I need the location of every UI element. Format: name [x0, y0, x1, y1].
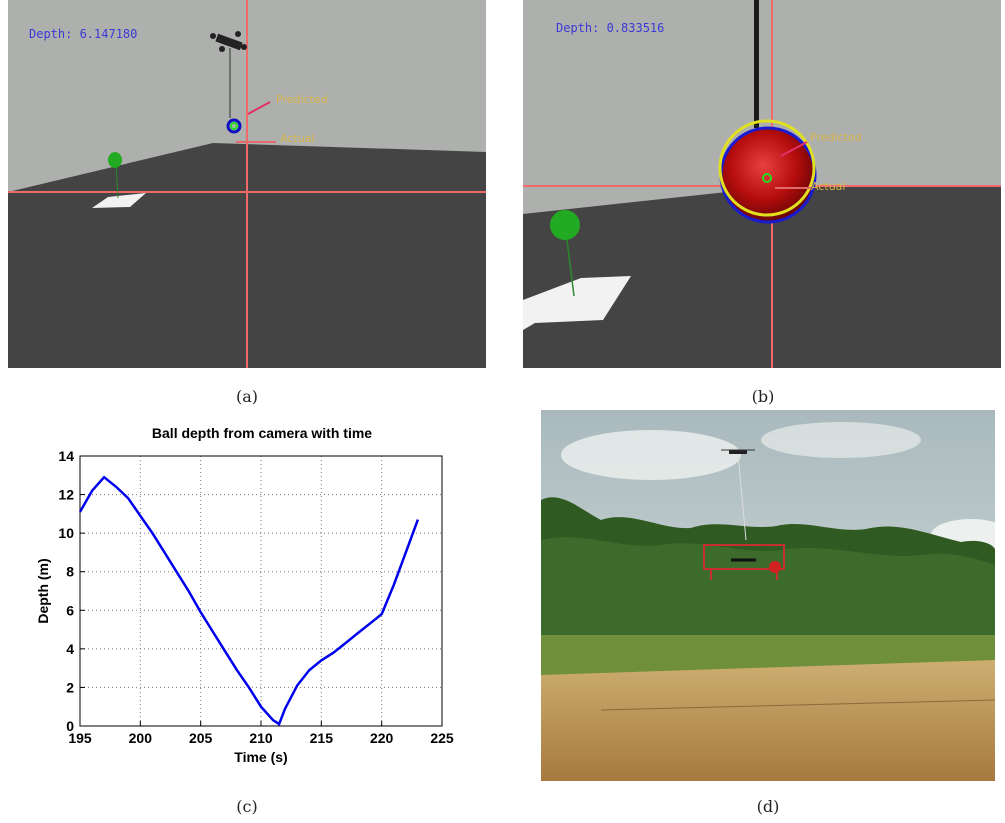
balloon-string	[115, 164, 119, 199]
sim-view-b	[523, 0, 1001, 368]
x-tick-label: 195	[68, 730, 92, 746]
prediction-circle-yellow	[718, 119, 816, 217]
ball-center-marker	[762, 173, 772, 183]
y-tick-label: 8	[66, 564, 74, 580]
depth-series-line	[78, 475, 420, 726]
actual-label: Actual	[280, 132, 315, 145]
field-photo	[541, 410, 995, 781]
predicted-label: Predicted	[276, 93, 328, 106]
x-tick-label: 200	[129, 730, 153, 746]
sim-view-a	[8, 0, 486, 368]
depth-readout: Depth: 6.147180	[29, 27, 138, 41]
x-axis-label: Time (s)	[234, 749, 287, 765]
predicted-label: Predicted	[810, 131, 862, 144]
x-tick-label: 205	[189, 730, 213, 746]
depth-line-chart: Ball depth from camera with time 195 200 2…	[35, 425, 454, 765]
cloud	[561, 430, 741, 480]
red-ball	[769, 561, 781, 573]
x-tick-label: 220	[370, 730, 394, 746]
panel-d	[541, 410, 995, 781]
x-tick-label: 210	[249, 730, 273, 746]
balloon-icon	[108, 152, 122, 168]
caption-b: (b)	[751, 387, 775, 406]
ball-center-marker	[230, 122, 238, 130]
grid	[80, 456, 442, 726]
chart-title: Ball depth from camera with time	[152, 425, 372, 441]
depth-readout: Depth: 0.833516	[556, 21, 665, 35]
y-tick-label: 4	[66, 641, 74, 657]
tether-rod	[754, 0, 759, 128]
x-tick-label: 215	[310, 730, 334, 746]
tree-line-front	[541, 537, 995, 650]
ground-plane	[523, 185, 1001, 368]
balloon-string	[566, 239, 575, 297]
y-tick-label: 14	[58, 448, 74, 464]
y-axis-label: Depth (m)	[35, 558, 51, 623]
ball-detection-circle	[226, 118, 242, 134]
drone-icon	[721, 449, 755, 454]
y-tick-label: 0	[66, 718, 74, 734]
drone-icon	[210, 31, 247, 52]
caption-d: (d)	[756, 797, 780, 816]
landing-pad	[523, 276, 631, 330]
x-tick-label: 225	[430, 730, 454, 746]
axis-ticks: 195 200 205 210 215 220 225 0 2 4 6 8 10 12 14	[58, 448, 453, 746]
concrete-pad	[541, 660, 995, 781]
caption-a: (a)	[235, 387, 259, 406]
y-tick-label: 6	[66, 602, 74, 618]
predicted-leader	[780, 141, 808, 157]
panel-b: Depth: 0.833516 Predicted Actual	[523, 0, 1001, 368]
predicted-leader	[247, 101, 271, 115]
pad-seam	[600, 699, 995, 711]
tether	[737, 453, 747, 541]
landing-pad	[92, 193, 146, 208]
y-tick-label: 12	[58, 487, 74, 503]
y-tick-label: 10	[58, 525, 74, 541]
actual-label: Actual	[811, 180, 846, 193]
balloon-icon	[550, 210, 580, 240]
caption-c: (c)	[236, 797, 258, 816]
y-tick-label: 2	[66, 679, 74, 695]
cloud	[761, 422, 921, 458]
panel-c: Ball depth from camera with time 195 200 2…	[18, 418, 458, 778]
panel-a: Depth: 6.147180 Predicted Actual	[8, 0, 486, 368]
